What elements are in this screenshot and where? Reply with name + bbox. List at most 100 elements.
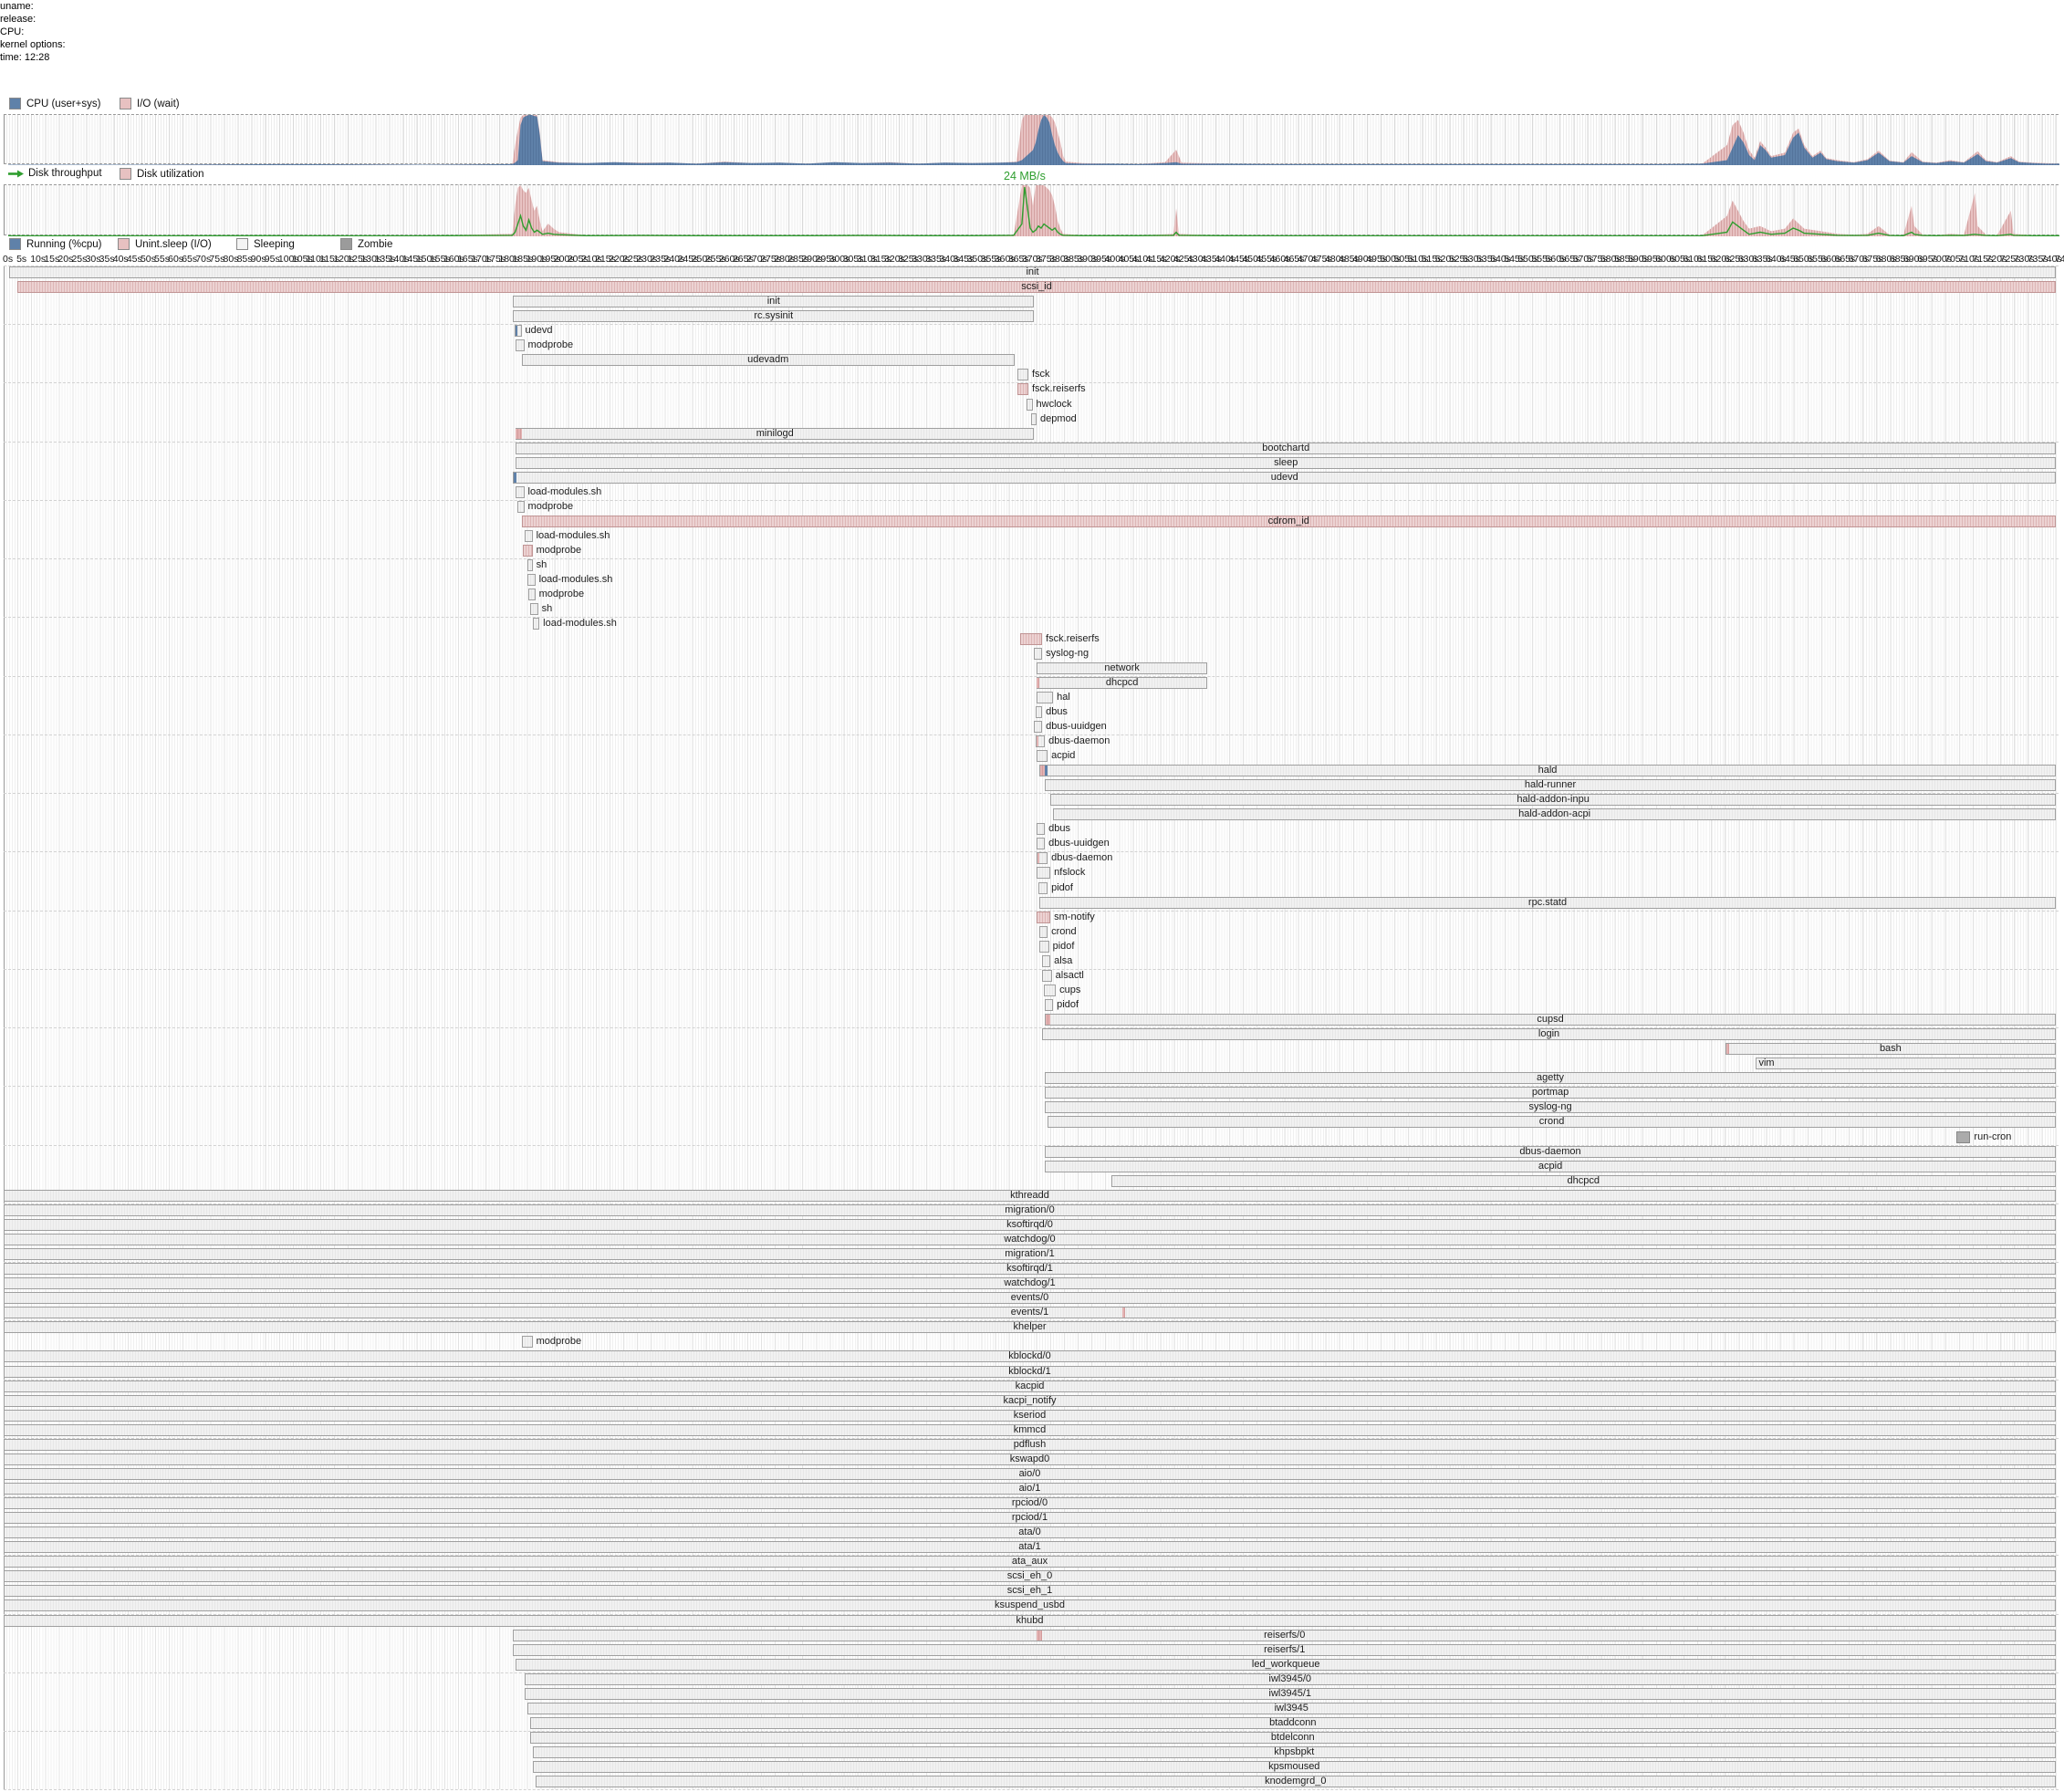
- time-tick-label: 155s: [429, 254, 451, 265]
- disk-usage-chart: [4, 184, 2059, 236]
- time-tick-label: 100s: [277, 254, 299, 265]
- process-bar: [4, 1585, 2056, 1598]
- time-tick-label: 415s: [1145, 254, 1167, 265]
- process-label: modprobe: [536, 545, 582, 557]
- process-label: load-modules.sh: [527, 485, 602, 497]
- process-bar: [17, 281, 2056, 294]
- time-tick-label: 270s: [746, 254, 767, 265]
- cpu-legend-label: CPU (user+sys): [26, 98, 101, 109]
- time-tick-label: 515s: [1421, 254, 1443, 265]
- process-label: login: [1538, 1028, 1560, 1040]
- time-tick-label: 740s: [2040, 254, 2062, 265]
- process-label: kacpi_notify: [1003, 1394, 1057, 1406]
- process-bar: [1037, 823, 1046, 836]
- time-tick-label: 720s: [1986, 254, 2007, 265]
- row-group-separator: [4, 968, 2059, 970]
- kernel-options-line: kernel options:: [0, 39, 66, 50]
- time-tick-label: 670s: [1848, 254, 1870, 265]
- time-tick-label: 475s: [1310, 254, 1332, 265]
- time-tick-label: 10s: [30, 254, 47, 265]
- time-tick-label: 210s: [580, 254, 602, 265]
- process-label: ksuspend_usbd: [994, 1599, 1066, 1611]
- process-bar: [1956, 1130, 1971, 1143]
- process-label: led_workqueue: [1251, 1658, 1320, 1670]
- process-label: khpsbpkt: [1274, 1746, 1315, 1758]
- row-group-separator: [4, 1672, 2059, 1673]
- time-tick-label: 570s: [1572, 254, 1594, 265]
- process-label: dhcpcd: [1567, 1174, 1600, 1186]
- time-tick-label: 255s: [704, 254, 726, 265]
- process-bar: [4, 1292, 2056, 1305]
- process-label: iwl3945: [1274, 1702, 1308, 1714]
- process-state-segment: [515, 326, 518, 337]
- process-bar: [1034, 647, 1043, 660]
- cpu-user-sys-swatch-icon: [9, 98, 21, 109]
- time-tick-label: 550s: [1517, 254, 1539, 265]
- process-bar: [1037, 881, 1048, 894]
- process-bar: [521, 1336, 533, 1349]
- process-bar: [1045, 999, 1054, 1011]
- process-label: kmmcd: [1013, 1423, 1047, 1435]
- system-info-header: uname: release: CPU: kernel options: tim…: [0, 0, 2064, 64]
- process-state-segment: [514, 472, 517, 483]
- time-tick-label: 435s: [1201, 254, 1222, 265]
- time-tick-label: 680s: [1875, 254, 1897, 265]
- process-label: events/1: [1010, 1307, 1049, 1318]
- time-tick-label: 130s: [360, 254, 382, 265]
- process-label: crond: [1538, 1116, 1565, 1128]
- process-label: agetty: [1537, 1072, 1565, 1084]
- process-bar: [4, 1394, 2056, 1407]
- row-group-separator: [4, 1027, 2059, 1029]
- time-tick-label: 190s: [526, 254, 547, 265]
- time-tick-label: 185s: [512, 254, 534, 265]
- process-label: scsi_id: [1021, 281, 1052, 293]
- process-bar: [1755, 1057, 2056, 1070]
- process-label: pdflush: [1013, 1438, 1047, 1450]
- process-label: ksoftirqd/0: [1006, 1218, 1053, 1230]
- chart-canvas: [8, 185, 2059, 236]
- process-label: fsck.reiserfs: [1031, 383, 1086, 395]
- time-tick-label: 535s: [1476, 254, 1497, 265]
- process-bar: [1053, 808, 2056, 821]
- process-state-segment: [516, 428, 522, 439]
- process-label: bootchartd: [1262, 442, 1310, 453]
- time-tick-label: 460s: [1269, 254, 1291, 265]
- process-label: iwl3945/1: [1268, 1687, 1311, 1699]
- process-label: dbus: [1046, 705, 1068, 717]
- time-tick-label: 325s: [898, 254, 919, 265]
- process-bar: [1027, 398, 1033, 411]
- time-tick-label: 390s: [1077, 254, 1099, 265]
- io-wait-swatch-icon: [120, 98, 131, 109]
- time-tick-label: 240s: [663, 254, 685, 265]
- time-tick-label: 5s: [16, 254, 27, 265]
- time-tick-label: 310s: [856, 254, 878, 265]
- process-label: rc.sysinit: [754, 310, 794, 322]
- process-bar: [1043, 984, 1057, 996]
- time-tick-label: 725s: [1999, 254, 2021, 265]
- process-bar: [524, 530, 533, 543]
- row-group-separator: [4, 851, 2059, 853]
- time-tick-label: 335s: [925, 254, 947, 265]
- time-tick-label: 340s: [939, 254, 961, 265]
- unint-sleep-legend-label: Unint.sleep (I/O): [135, 238, 212, 250]
- process-bar: [1042, 969, 1052, 982]
- process-label: portmap: [1531, 1087, 1569, 1099]
- process-bar: [516, 442, 2056, 454]
- process-label: reiserfs/1: [1264, 1643, 1306, 1655]
- time-tick-label: 285s: [787, 254, 809, 265]
- process-bar: [1039, 896, 2056, 909]
- time-tick-label: 700s: [1931, 254, 1952, 265]
- time-tick-label: 635s: [1751, 254, 1773, 265]
- process-label: modprobe: [538, 589, 585, 600]
- time-tick-label: 205s: [567, 254, 589, 265]
- process-label: khubd: [1016, 1614, 1044, 1626]
- time-tick-label: 590s: [1628, 254, 1649, 265]
- time-tick-label: 25s: [71, 254, 88, 265]
- process-label: alsactl: [1055, 969, 1084, 981]
- time-tick-label: 135s: [374, 254, 396, 265]
- time-tick-label: 145s: [401, 254, 423, 265]
- process-bar: [1045, 1014, 2056, 1026]
- time-tick-label: 360s: [994, 254, 1016, 265]
- process-bar: [513, 1643, 2056, 1656]
- process-label: cdrom_id: [1267, 516, 1309, 527]
